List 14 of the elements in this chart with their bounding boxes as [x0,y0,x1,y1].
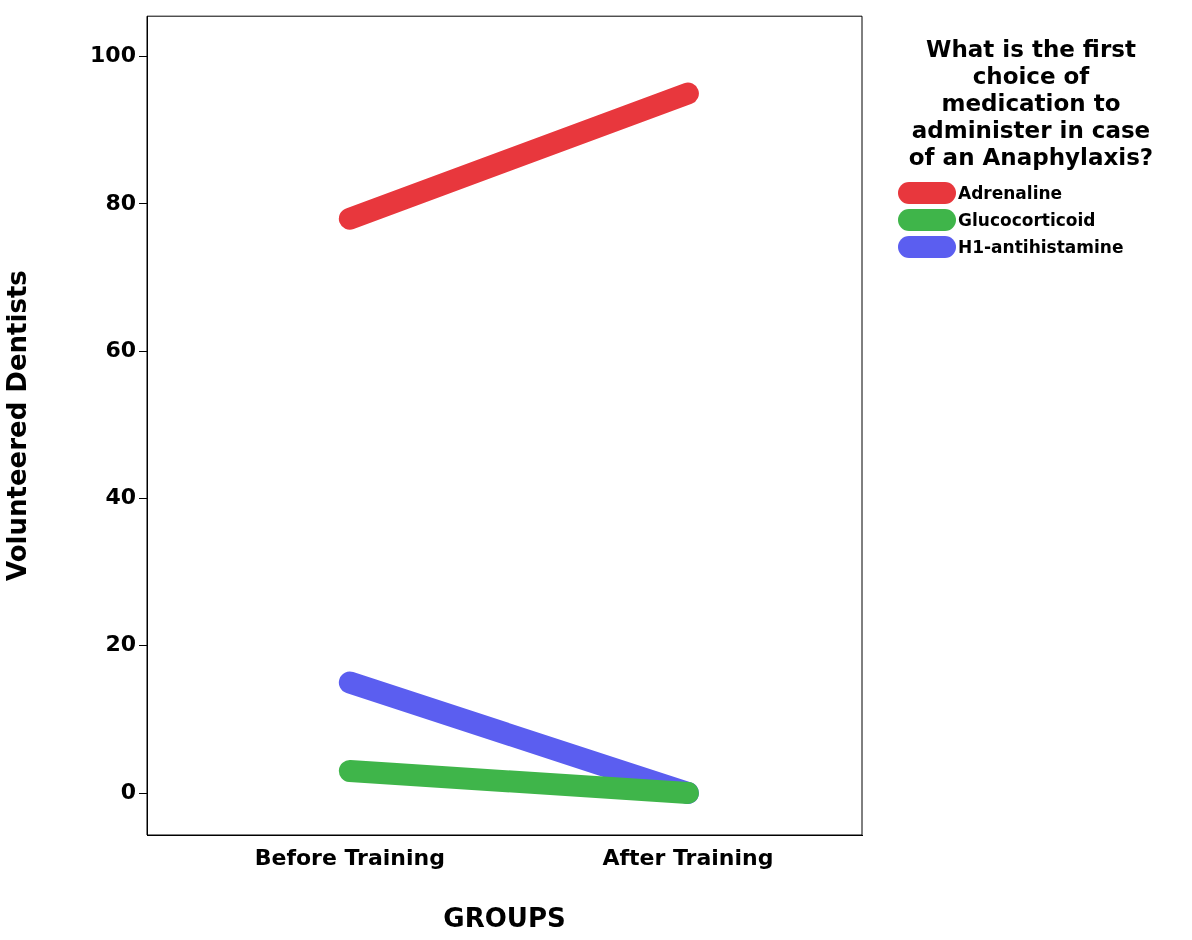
x-axis-title: GROUPS [443,903,566,934]
y-tick-label: 80 [105,189,136,215]
y-tick-label: 40 [105,484,136,510]
y-tick-label: 0 [120,778,136,804]
legend-label: H1-antihistamine [958,236,1124,257]
y-tick-label: 20 [105,631,136,657]
x-tick-label: Before Training [254,844,445,870]
y-axis-title: Volunteered Dentists [2,270,33,581]
y-tick-label: 100 [90,42,136,68]
legend-title: What is the first choice of medication to administer in case of an Anaphylaxis? [907,36,1155,171]
legend-label: Glucocorticoid [958,209,1096,230]
x-tick-label: After Training [602,844,774,870]
legend-label: Adrenaline [958,182,1063,203]
y-tick-label: 60 [105,336,136,362]
